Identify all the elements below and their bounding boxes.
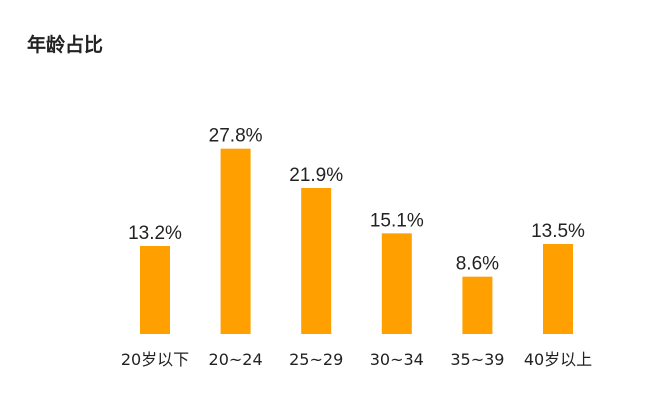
value-label-1: 27.8% bbox=[209, 126, 263, 147]
category-label-0: 20岁以下 bbox=[121, 350, 189, 369]
value-label-0: 13.2% bbox=[128, 223, 182, 244]
value-label-3: 15.1% bbox=[370, 210, 424, 231]
category-label-3: 30~34 bbox=[370, 350, 424, 369]
chart-title: 年龄占比 bbox=[27, 34, 104, 56]
bar-5 bbox=[543, 244, 573, 334]
bar-0 bbox=[140, 246, 170, 334]
bar-1 bbox=[220, 148, 251, 334]
bar-3 bbox=[381, 233, 412, 334]
bar-2 bbox=[301, 188, 332, 334]
category-label-1: 20~24 bbox=[209, 350, 263, 369]
category-label-5: 40岁以上 bbox=[524, 350, 592, 369]
category-label-4: 35~39 bbox=[450, 350, 504, 369]
value-label-4: 8.6% bbox=[456, 254, 499, 275]
value-label-5: 13.5% bbox=[531, 221, 585, 242]
value-label-2: 21.9% bbox=[289, 165, 343, 186]
category-label-2: 25~29 bbox=[289, 350, 343, 369]
bar-4 bbox=[462, 276, 493, 334]
